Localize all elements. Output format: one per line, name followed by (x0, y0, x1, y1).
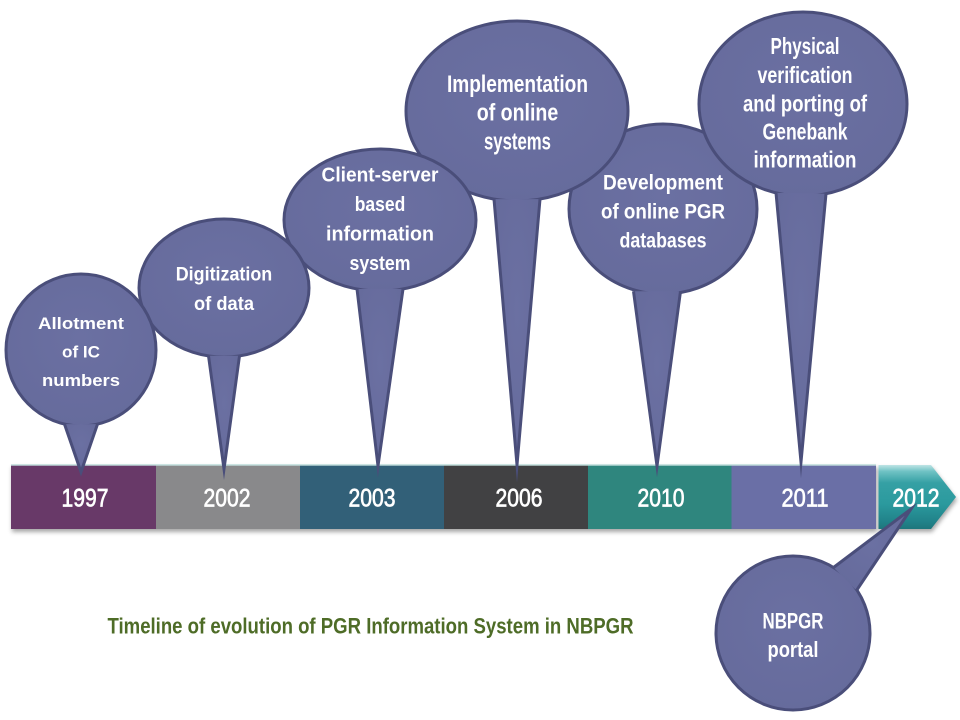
svg-text:Implementation: Implementation (447, 71, 588, 98)
svg-text:of data: of data (194, 293, 254, 315)
svg-text:of online PGR: of online PGR (601, 201, 725, 224)
svg-text:2011: 2011 (782, 484, 829, 512)
svg-text:1997: 1997 (62, 484, 109, 512)
svg-text:databases: databases (620, 230, 707, 253)
svg-text:system: system (350, 252, 411, 275)
svg-text:2012: 2012 (893, 484, 940, 512)
svg-text:Timeline of evolution of PGR I: Timeline of evolution of PGR Information… (108, 614, 634, 639)
svg-text:information: information (754, 147, 857, 173)
svg-text:systems: systems (484, 129, 551, 156)
svg-text:numbers: numbers (42, 371, 120, 390)
svg-text:NBPGR: NBPGR (763, 609, 824, 634)
svg-text:verification: verification (758, 62, 853, 88)
svg-text:Digitization: Digitization (176, 264, 273, 286)
svg-text:Client-server: Client-server (322, 164, 439, 187)
svg-text:Development: Development (603, 172, 723, 195)
svg-text:Allotment: Allotment (38, 314, 124, 333)
svg-text:based: based (355, 193, 406, 216)
svg-text:2002: 2002 (204, 484, 251, 512)
svg-text:2010: 2010 (638, 484, 685, 512)
svg-text:Genebank: Genebank (763, 119, 848, 145)
svg-text:of online: of online (477, 100, 559, 127)
svg-text:Physical: Physical (771, 33, 840, 59)
svg-text:information: information (326, 223, 434, 246)
svg-text:2006: 2006 (496, 484, 543, 512)
svg-text:portal: portal (768, 637, 819, 662)
svg-text:of IC: of IC (62, 343, 100, 362)
svg-text:2003: 2003 (349, 484, 396, 512)
svg-text:and porting of: and porting of (743, 91, 867, 117)
